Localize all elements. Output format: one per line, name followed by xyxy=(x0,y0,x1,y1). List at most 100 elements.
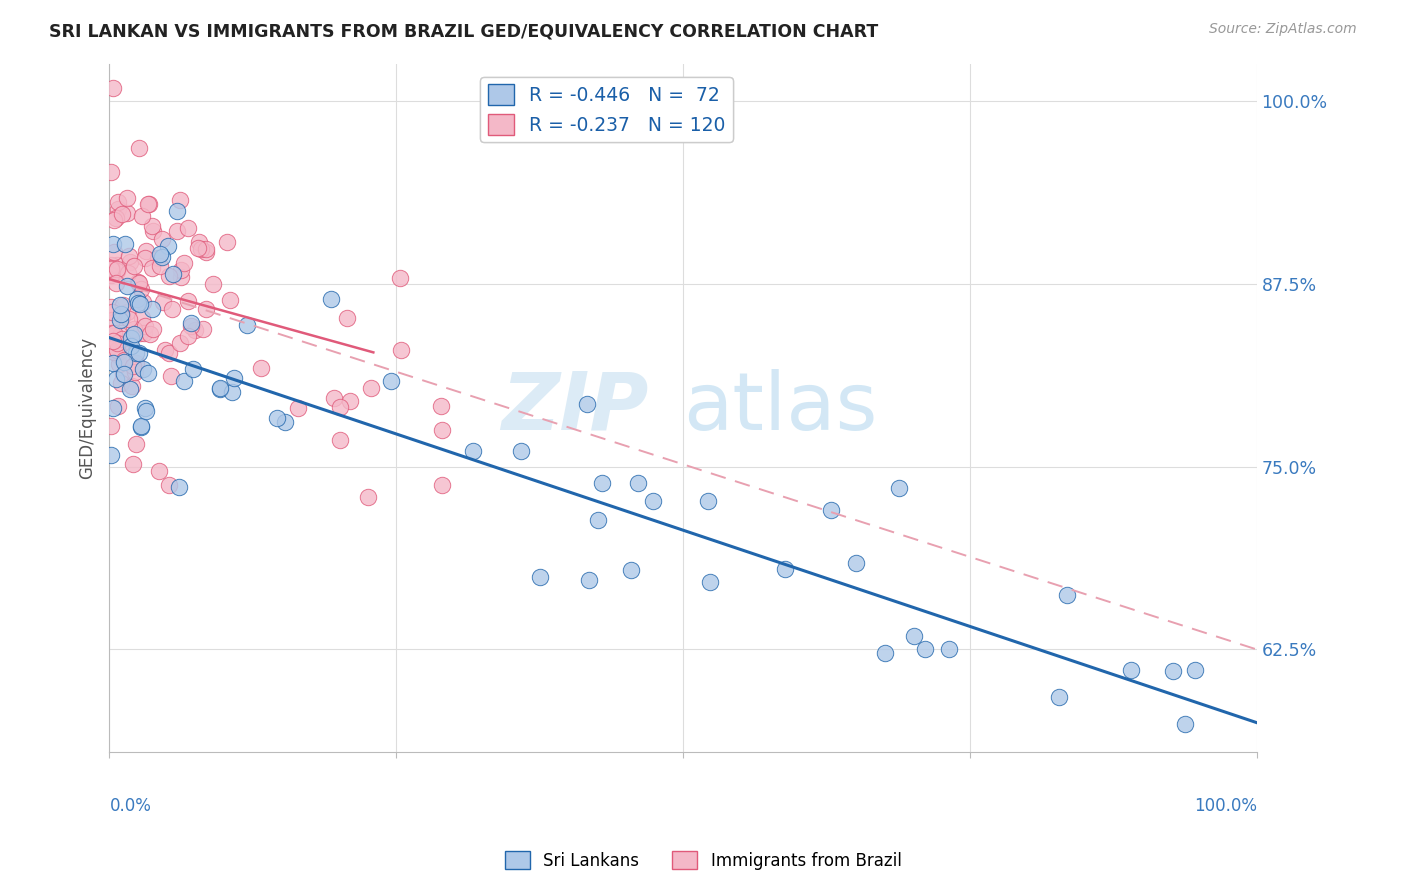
Point xyxy=(118,255,141,269)
Point xyxy=(118,312,141,326)
Point xyxy=(430,399,453,413)
Point xyxy=(184,323,207,337)
Point xyxy=(122,326,145,341)
Point xyxy=(273,415,295,429)
Point xyxy=(100,419,122,434)
Point xyxy=(620,563,643,577)
Point xyxy=(169,193,191,207)
Point xyxy=(110,376,132,391)
Point xyxy=(112,355,135,369)
Point xyxy=(111,367,134,381)
Point xyxy=(118,250,141,264)
Point xyxy=(336,310,359,325)
Point xyxy=(155,343,177,357)
Point xyxy=(149,247,172,261)
Point xyxy=(586,513,609,527)
Point xyxy=(131,295,153,310)
Point xyxy=(321,292,343,306)
Point xyxy=(105,372,128,386)
Legend: Sri Lankans, Immigrants from Brazil: Sri Lankans, Immigrants from Brazil xyxy=(498,845,908,877)
Legend: R = -0.446   N =  72, R = -0.237   N = 120: R = -0.446 N = 72, R = -0.237 N = 120 xyxy=(481,77,733,142)
Point xyxy=(176,328,198,343)
Point xyxy=(149,259,172,273)
Point xyxy=(127,275,149,289)
Point xyxy=(820,503,842,517)
Point xyxy=(169,335,191,350)
Point xyxy=(115,279,138,293)
Point xyxy=(1184,663,1206,677)
Point xyxy=(128,141,150,155)
Point xyxy=(191,322,214,336)
Point xyxy=(1161,664,1184,678)
Point xyxy=(329,434,352,448)
Point xyxy=(218,293,240,307)
Point xyxy=(135,404,157,418)
Point xyxy=(107,344,129,359)
Point xyxy=(129,326,152,340)
Point xyxy=(287,401,309,415)
Point xyxy=(157,268,180,283)
Point xyxy=(100,261,122,276)
Y-axis label: GED/Equivalency: GED/Equivalency xyxy=(79,337,96,479)
Point xyxy=(170,262,193,277)
Point xyxy=(339,394,361,409)
Point xyxy=(134,401,156,416)
Text: ZIP: ZIP xyxy=(502,369,648,447)
Point xyxy=(510,444,533,458)
Point xyxy=(117,266,139,280)
Point xyxy=(180,316,202,330)
Point xyxy=(167,480,190,494)
Point xyxy=(166,204,188,219)
Point xyxy=(236,318,259,332)
Point xyxy=(127,296,149,310)
Point xyxy=(187,241,209,255)
Point xyxy=(181,362,204,376)
Point xyxy=(100,268,122,283)
Point xyxy=(142,224,165,238)
Point xyxy=(173,256,195,270)
Point xyxy=(121,458,143,472)
Point xyxy=(125,356,148,370)
Text: 0.0%: 0.0% xyxy=(110,797,152,814)
Point xyxy=(131,310,153,325)
Point xyxy=(112,367,135,381)
Point xyxy=(699,574,721,589)
Point xyxy=(1174,717,1197,731)
Point xyxy=(157,346,180,360)
Point xyxy=(249,361,271,376)
Text: atlas: atlas xyxy=(683,369,877,447)
Point xyxy=(105,343,128,357)
Point xyxy=(110,307,132,321)
Point xyxy=(112,298,135,312)
Point xyxy=(177,294,200,309)
Point xyxy=(107,202,129,216)
Point xyxy=(380,374,402,388)
Point xyxy=(101,326,124,341)
Point xyxy=(100,448,122,462)
Point xyxy=(139,326,162,341)
Point xyxy=(105,262,128,277)
Point xyxy=(129,282,152,296)
Point xyxy=(103,334,125,349)
Point xyxy=(162,267,184,281)
Point xyxy=(135,244,157,258)
Point xyxy=(104,277,127,291)
Point xyxy=(103,245,125,260)
Point xyxy=(461,444,484,458)
Point xyxy=(122,260,145,274)
Point xyxy=(138,197,160,211)
Point xyxy=(111,310,134,324)
Point xyxy=(1119,663,1142,677)
Point xyxy=(120,339,142,353)
Point xyxy=(125,292,148,306)
Point xyxy=(938,642,960,657)
Point xyxy=(100,334,122,349)
Point xyxy=(389,271,412,285)
Point xyxy=(576,397,599,411)
Point xyxy=(101,401,124,415)
Point xyxy=(150,232,173,246)
Point xyxy=(100,312,122,326)
Point xyxy=(903,629,925,643)
Point xyxy=(132,326,155,340)
Point xyxy=(201,277,224,292)
